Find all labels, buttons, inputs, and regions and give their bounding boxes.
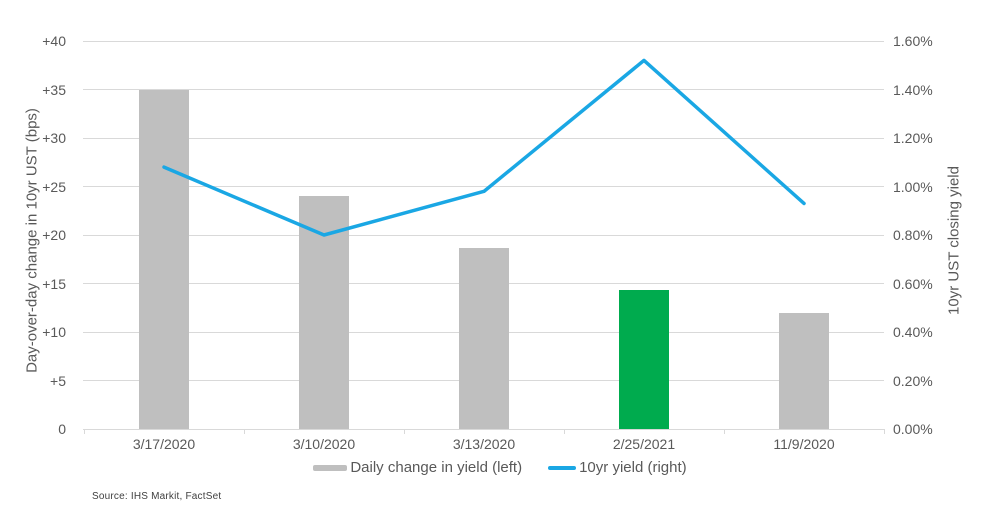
x-axis-tick-mark bbox=[404, 429, 405, 434]
right-axis-title: 10yr UST closing yield bbox=[945, 166, 963, 315]
x-axis-label: 3/13/2020 bbox=[452, 436, 516, 452]
gridline bbox=[83, 89, 884, 90]
bar-3-17-2020 bbox=[139, 90, 189, 429]
left-axis-tick-label: +20 bbox=[42, 227, 66, 243]
left-axis-tick-label: +25 bbox=[42, 178, 66, 195]
right-axis-tick-label: 1.60% bbox=[893, 33, 933, 49]
right-axis-tick-label: 1.40% bbox=[893, 81, 933, 98]
left-axis-tick-label: +15 bbox=[42, 275, 66, 292]
legend-item: Daily change in yield (left) bbox=[313, 459, 522, 477]
right-axis-tick-label: 1.20% bbox=[893, 130, 933, 146]
right-axis-tick-label: 0.60% bbox=[893, 275, 933, 292]
right-axis-tick-label: 0.40% bbox=[893, 324, 933, 340]
yield-line bbox=[162, 58, 806, 237]
x-axis-tick-mark bbox=[84, 429, 85, 434]
right-axis-tick-label: 1.00% bbox=[893, 178, 933, 195]
bar-2-25-2021 bbox=[619, 290, 669, 429]
x-axis-tick-mark bbox=[724, 429, 725, 434]
legend-bar-swatch-icon bbox=[313, 465, 348, 471]
legend-item: 10yr yield (right) bbox=[548, 459, 687, 477]
gridline bbox=[83, 186, 884, 187]
left-axis-tick-label: +35 bbox=[42, 81, 66, 98]
x-axis-line bbox=[83, 428, 884, 430]
source-note: Source: IHS Markit, FactSet bbox=[92, 491, 222, 502]
x-axis-label: 11/9/2020 bbox=[773, 436, 835, 452]
gridline bbox=[83, 234, 884, 236]
x-axis-tick-mark bbox=[884, 429, 885, 434]
gridline bbox=[83, 40, 884, 42]
legend-label: Daily change in yield (left) bbox=[350, 459, 523, 476]
left-axis-tick-label: +30 bbox=[42, 130, 66, 146]
left-axis-tick-label: +10 bbox=[42, 324, 66, 340]
right-axis-tick-label: 0.80% bbox=[893, 227, 933, 243]
x-axis-label: 2/25/2021 bbox=[612, 436, 676, 452]
bar-3-13-2020 bbox=[459, 247, 509, 429]
x-axis-label: 3/17/2020 bbox=[132, 436, 196, 452]
x-axis-tick-mark bbox=[564, 429, 565, 434]
right-axis-tick-label: 0.00% bbox=[893, 421, 933, 437]
bar-11-9-2020 bbox=[779, 312, 829, 429]
legend: Daily change in yield (left) 10yr yield (… bbox=[0, 459, 1000, 477]
legend-label: 10yr yield (right) bbox=[579, 459, 687, 476]
bar-3-10-2020 bbox=[299, 196, 349, 429]
left-axis-tick-label: +5 bbox=[50, 372, 66, 389]
right-axis-tick-label: 0.20% bbox=[893, 372, 933, 389]
left-axis-tick-label: +40 bbox=[42, 33, 66, 49]
legend-line-icon bbox=[548, 466, 577, 470]
gridline bbox=[83, 137, 884, 139]
x-axis-tick-mark bbox=[244, 429, 245, 434]
x-axis-label: 3/10/2020 bbox=[292, 436, 356, 452]
left-axis-tick-label: 0 bbox=[58, 421, 66, 437]
